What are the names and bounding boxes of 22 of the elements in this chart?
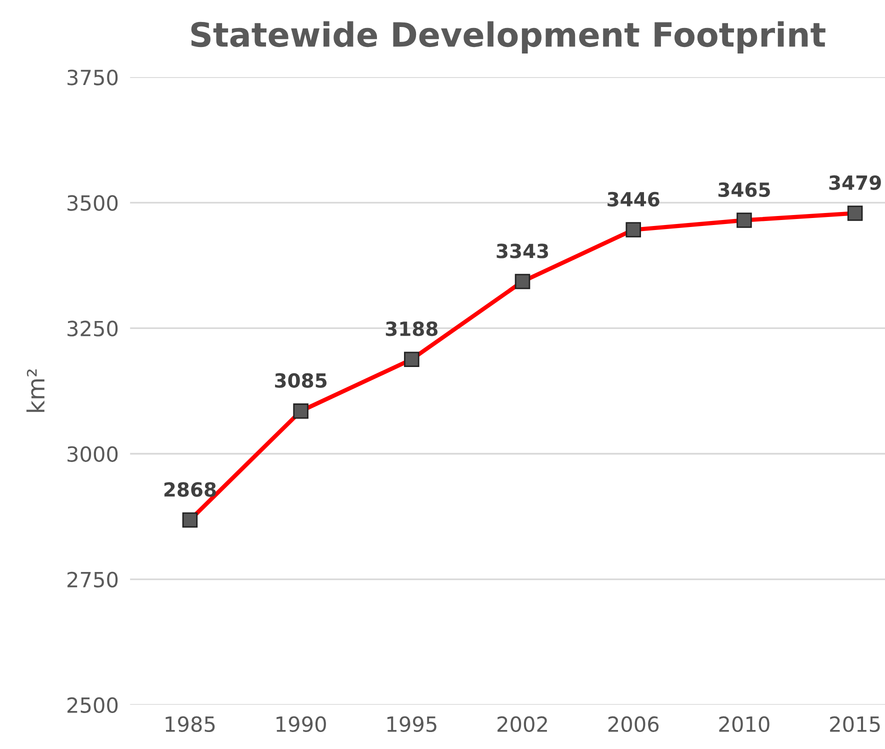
y-axis-title: km² [26, 369, 44, 412]
y-tick-label: 3500 [68, 195, 118, 211]
y-tick-label: 2500 [67, 697, 118, 714]
y-tick-label: 2750 [67, 572, 118, 588]
data-label: 3085 [275, 373, 327, 388]
x-tick-label: 1995 [387, 716, 436, 732]
chart-title: Statewide Development Footprint [191, 21, 826, 54]
x-tick-label: 2006 [608, 716, 659, 732]
x-tick-label: 2015 [830, 716, 880, 732]
data-label: 3188 [386, 321, 438, 336]
y-tick-label: 3250 [68, 320, 118, 336]
x-tick-label: 2010 [719, 716, 770, 732]
y-tick-label: 3750 [68, 70, 118, 86]
x-tick-label: 2002 [498, 716, 547, 732]
data-label: 2868 [164, 482, 216, 497]
y-tick-label: 3000 [68, 446, 118, 462]
x-tick-label: 1985 [166, 716, 215, 732]
data-label: 3479 [829, 175, 881, 190]
data-label: 3343 [496, 244, 548, 258]
data-label: 3465 [718, 182, 770, 198]
x-tick-label: 1990 [276, 716, 326, 732]
data-label: 3446 [608, 192, 660, 207]
